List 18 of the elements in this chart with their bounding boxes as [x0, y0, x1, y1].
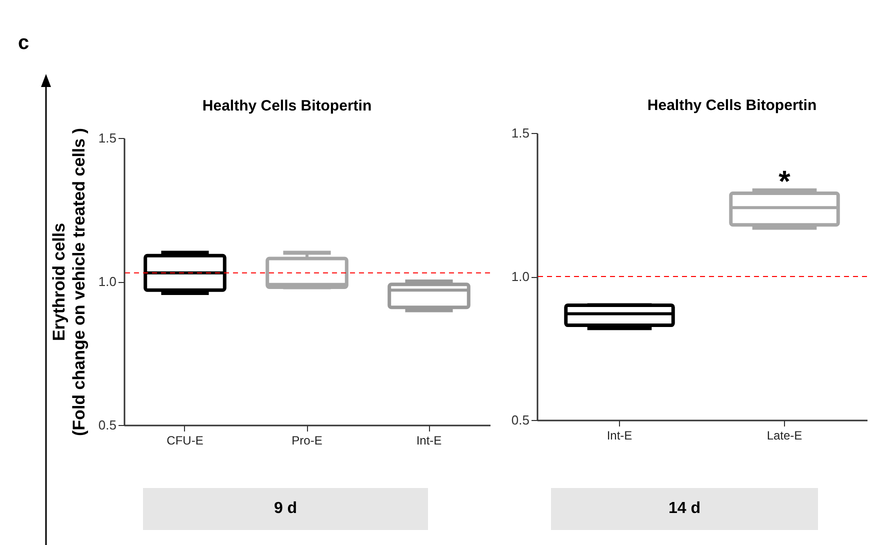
y-tick-label: 1.0: [98, 274, 116, 289]
chart-title: Healthy Cells Bitopertin: [647, 97, 817, 114]
annotation: *: [778, 165, 791, 198]
x-tick-label: Int-E: [606, 428, 632, 442]
x-axis-title: 14 d: [551, 488, 818, 530]
y-tick-label: 1.5: [511, 126, 530, 140]
y-tick-label: 1.5: [98, 130, 116, 146]
chart-title: Healthy Cells Bitopertin: [202, 98, 372, 115]
y-tick-label: 0.5: [98, 418, 116, 432]
text: c: [18, 32, 30, 55]
y-axis-title: Erythroid cells (Fold change on vehicle treated cells ): [49, 128, 88, 436]
x-axis-title: 9 d: [143, 488, 428, 530]
y-tick-label: 1.0: [511, 269, 530, 284]
x-tick-label: Pro-E: [292, 434, 322, 448]
x-tick-label: Late-E: [766, 428, 802, 442]
x-tick-label: Int-E: [416, 434, 442, 448]
y-tick-label: 0.5: [511, 412, 530, 428]
x-tick-label: CFU-E: [166, 434, 204, 448]
